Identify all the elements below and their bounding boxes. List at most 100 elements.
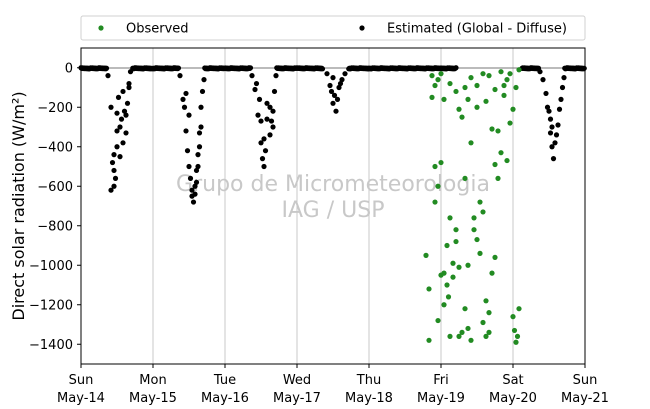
estimated-point [117,154,123,160]
observed-point [474,104,480,110]
x-tick-label-day: Wed [283,373,311,388]
estimated-point [253,80,260,87]
estimated-point [549,124,555,130]
observed-point [516,306,522,312]
observed-point [435,317,441,324]
observed-point [507,71,513,77]
observed-point [429,94,435,100]
estimated-point [105,73,111,79]
observed-point [492,254,498,260]
estimated-point [183,128,189,134]
x-axis: Sun May-14 Mon May-15 Tue May-16 Wed May-17 Thu M… [57,364,609,406]
y-axis-label: Direct solar radiation (W/m²) [9,91,28,320]
observed-point [480,319,486,326]
observed-point [471,227,477,233]
observed-point [432,199,438,205]
estimated-point [256,96,263,102]
x-tick-label-day: Sat [502,373,523,388]
estimated-point [342,71,348,77]
estimated-point [556,106,563,112]
estimated-point [319,66,326,72]
observed-point [504,157,510,164]
estimated-point [187,175,194,181]
estimated-point [112,175,119,181]
plot-frame [80,47,586,365]
observed-point [492,161,498,168]
estimated-point [264,100,270,106]
estimated-point [180,96,186,102]
observed-point [423,252,429,258]
x-tick-label-day: Sun [69,373,94,388]
observed-point [435,183,441,189]
observed-point [483,298,489,304]
estimated-point [268,118,275,124]
legend-frame [80,15,586,41]
x-tick-label-day: Mon [139,373,166,388]
estimated-point [123,130,129,136]
estimated-point [273,73,279,79]
observed-point [468,75,474,81]
estimated-point [108,104,114,110]
observed-point [471,215,477,221]
observed-point [441,96,447,102]
estimated-point [198,104,204,110]
estimated-point [192,183,198,189]
observed-point [456,333,462,339]
estimated-point [118,116,125,122]
estimated-point [547,116,554,122]
observed-point [435,77,441,83]
observed-point [480,71,486,77]
observed-point [444,282,450,288]
legend-estimated-marker [359,25,365,31]
x-tick-label-date: May-15 [129,391,177,406]
estimated-point [126,80,132,87]
observed-point [456,106,462,112]
estimated-point [561,75,567,81]
estimated-point [114,110,120,116]
estimated-point [196,144,203,150]
estimated-point [546,108,552,114]
estimated-point [111,183,117,189]
estimated-point [192,191,198,197]
observed-point [486,329,492,335]
estimated-point [327,82,333,89]
observed-point [453,227,459,233]
observed-point [474,236,480,243]
observed-point [438,272,444,278]
legend-estimated-label: Estimated (Global - Diffuse) [387,22,567,37]
x-tick-label-date: May-14 [57,391,105,406]
estimated-point [333,108,339,114]
observed-point [456,264,462,270]
estimated-point [126,84,132,91]
estimated-point [199,88,206,95]
estimated-point [270,108,276,114]
observed-point [486,73,492,79]
observed-point [459,329,465,335]
estimated-point [189,187,195,193]
legend-observed-label: Observed [126,22,189,37]
observed-point [498,69,504,75]
data-points [78,65,587,345]
observed-point [501,82,507,89]
x-tick-label-date: May-17 [273,391,321,406]
x-tick-label-day: Thu [356,373,381,388]
estimated-point [549,144,555,150]
estimated-point [537,69,543,75]
estimated-point [552,140,558,146]
estimated-point [108,187,114,193]
observed-point [465,325,471,332]
estimated-point [337,80,344,87]
observed-point [498,150,504,156]
observed-point [507,120,513,126]
x-tick-label-date: May-20 [489,391,537,406]
observed-point [438,159,444,166]
observed-point [483,98,489,104]
observed-point [465,262,471,268]
observed-point [516,67,522,73]
estimated-point [177,73,183,79]
estimated-point [195,152,201,158]
observed-point [477,199,483,205]
estimated-point [336,84,342,91]
x-tick-label-day: Sun [573,373,598,388]
observed-point [450,274,456,280]
